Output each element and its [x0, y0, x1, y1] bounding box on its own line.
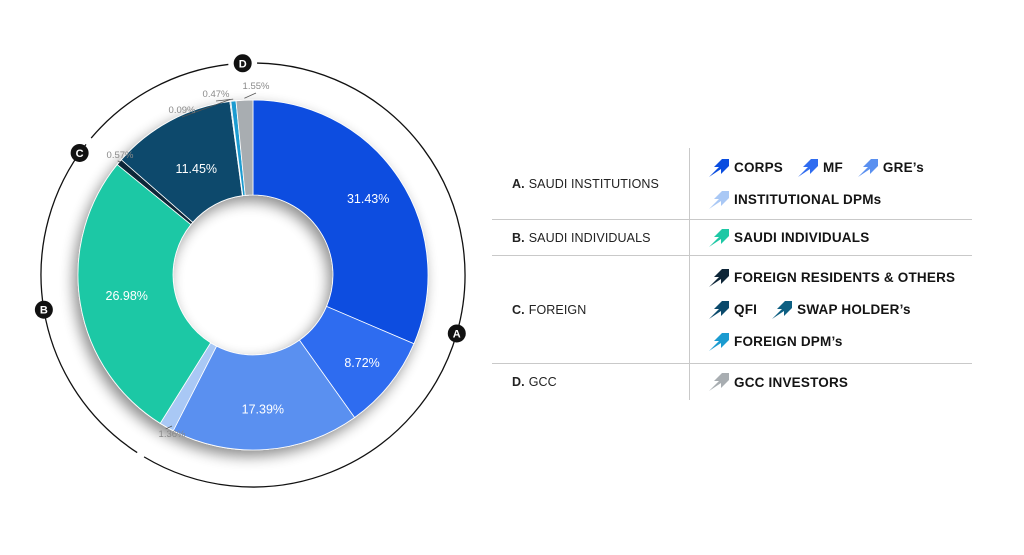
slice-label-qfi: 11.45% [176, 162, 217, 176]
legend-swatch-icon [797, 158, 823, 178]
legend-line: CORPS MF GRE’s [708, 152, 972, 184]
group-arc-C [90, 63, 229, 139]
legend-category: A. SAUDI INSTITUTIONS [492, 148, 690, 219]
legend-item: MF [797, 158, 843, 178]
legend-item: FOREIGN RESIDENTS & OTHERS [708, 268, 955, 288]
legend-items: FOREIGN RESIDENTS & OTHERS QFI SWAP HOLDER… [690, 256, 972, 363]
legend-row-gcc: D. GCC GCC INVESTORS [492, 364, 972, 400]
slice-gres [172, 339, 356, 451]
badge-D: D [233, 54, 252, 73]
legend-line: FOREIGN DPM’s [708, 326, 972, 358]
legend-category-name: GCC [528, 375, 557, 389]
slice-label-institutional_dpms: 1.36% [159, 429, 186, 440]
legend-swatch-icon [857, 158, 883, 178]
slice-label-corps: 31.43% [347, 192, 389, 206]
slice-corps [252, 99, 429, 345]
legend-category: B. SAUDI INDIVIDUALS [492, 220, 690, 255]
legend-swatch-icon [708, 228, 734, 248]
legend-item: QFI [708, 300, 757, 320]
leader-gcc_investors [244, 92, 257, 99]
badge-B: B [34, 300, 53, 319]
legend-item-label: CORPS [734, 160, 784, 175]
legend-swatch-icon [708, 190, 734, 210]
legend-item: CORPS [708, 158, 783, 178]
slice-label-saudi_individuals: 26.98% [106, 289, 148, 303]
legend-category: C. FOREIGN [492, 256, 690, 363]
legend-swatch-icon [708, 158, 734, 178]
legend-item-label: SWAP HOLDER’s [797, 302, 911, 317]
legend-swatch-icon [708, 268, 734, 288]
legend-item: GCC INVESTORS [708, 372, 848, 392]
badge-letter-B: B [40, 305, 48, 317]
legend-item-label: FOREIGN RESIDENTS & OTHERS [734, 270, 956, 285]
legend-row-foreign: C. FOREIGN FOREIGN RESIDENTS & OTHERS QFI SW… [492, 256, 972, 364]
legend-category-name: SAUDI INDIVIDUALS [528, 230, 651, 245]
legend-row-saudi-institutions: A. SAUDI INSTITUTIONS CORPS MF GRE’s INSTITUT… [492, 148, 972, 220]
slice-label-gres: 17.39% [242, 403, 284, 417]
legend-category-name: FOREIGN [528, 302, 587, 317]
legend-item: SAUDI INDIVIDUALS [708, 228, 869, 248]
slice-labels: 31.43% 8.72% 17.39% 26.98% 11.45% 1.36% 0.57% 0… [106, 81, 390, 440]
badge-letter-C: C [76, 148, 84, 160]
badge-letter-A: A [453, 328, 461, 340]
slice-label-mf: 8.72% [344, 356, 379, 370]
legend-line: FOREIGN RESIDENTS & OTHERS [708, 262, 972, 294]
legend-table: A. SAUDI INSTITUTIONS CORPS MF GRE’s INSTITUT… [492, 148, 972, 400]
legend-item-label: FOREIGN DPM’s [734, 334, 843, 349]
legend-items: CORPS MF GRE’s INSTITUTIONAL DPMs [690, 148, 972, 219]
group-badges: A B C D [34, 54, 466, 343]
slice-label-foreign_residents: 0.57% [107, 150, 134, 161]
donut-slices [77, 99, 429, 451]
legend-swatch-icon [771, 300, 797, 320]
badge-A: A [447, 324, 466, 343]
legend-items: GCC INVESTORS [690, 364, 972, 400]
legend-item-label: GRE’s [882, 160, 924, 175]
legend-item: INSTITUTIONAL DPMs [708, 190, 881, 210]
legend-item-label: SAUDI INDIVIDUALS [734, 230, 870, 245]
leader-lines [117, 92, 257, 430]
leader-swap_holders [181, 99, 231, 118]
legend-category-letter: D. [512, 375, 525, 389]
slice-label-foreign_dpms: 0.47% [203, 89, 230, 100]
legend-line: QFI SWAP HOLDER’s [708, 294, 972, 326]
legend-swatch-icon [708, 372, 734, 392]
badge-C: C [70, 143, 89, 162]
slice-label-swap_holders: 0.09% [169, 105, 196, 116]
legend-item-label: MF [823, 160, 843, 175]
legend-item: GRE’s [857, 158, 924, 178]
legend-category-letter: B. [512, 230, 525, 245]
legend-category: D. GCC [492, 364, 690, 400]
donut-chart: 31.43% 8.72% 17.39% 26.98% 11.45% 1.36% 0.57% 0… [34, 54, 466, 488]
legend-category-letter: A. [512, 176, 525, 191]
legend-item: SWAP HOLDER’s [771, 300, 911, 320]
leader-institutional_dpms [165, 425, 173, 430]
legend-swatch-icon [708, 300, 734, 320]
badge-letter-D: D [239, 58, 247, 70]
legend-items: SAUDI INDIVIDUALS [690, 220, 972, 255]
donut-chart-area: 31.43% 8.72% 17.39% 26.98% 11.45% 1.36% 0.57% 0… [0, 0, 500, 550]
legend-line: INSTITUTIONAL DPMs [708, 184, 972, 216]
legend-item-label: QFI [734, 302, 758, 317]
legend-item: FOREIGN DPM’s [708, 332, 843, 352]
legend-category-name: SAUDI INSTITUTIONS [528, 176, 659, 191]
slice-label-gcc_investors: 1.55% [243, 81, 270, 92]
legend-swatch-icon [708, 332, 734, 352]
slice-saudi_individuals [77, 163, 212, 424]
slice-gcc_investors [235, 99, 254, 196]
leader-foreign_residents [117, 160, 121, 163]
slice-ring [77, 99, 429, 451]
legend-line: GCC INVESTORS [708, 366, 972, 398]
legend-item-label: INSTITUTIONAL DPMs [734, 192, 882, 207]
legend-row-saudi-individuals: B. SAUDI INDIVIDUALS SAUDI INDIVIDUALS [492, 220, 972, 256]
leader-foreign_dpms [215, 98, 234, 102]
legend-category-letter: C. [512, 302, 525, 317]
legend-item-label: GCC INVESTORS [734, 374, 849, 390]
legend-line: SAUDI INDIVIDUALS [708, 222, 972, 254]
